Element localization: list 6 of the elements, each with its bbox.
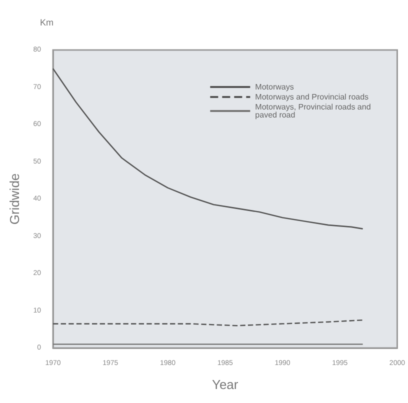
- x-axis-title: Year: [212, 377, 239, 392]
- legend-label: Motorways, Provincial roads and paved road: [255, 102, 373, 120]
- legend-label: Motorways: [255, 82, 294, 92]
- text: Km: [40, 18, 54, 28]
- y-axis-title: Gridwide: [7, 173, 22, 225]
- legend-label: Motorways and Provincial roads: [255, 92, 369, 102]
